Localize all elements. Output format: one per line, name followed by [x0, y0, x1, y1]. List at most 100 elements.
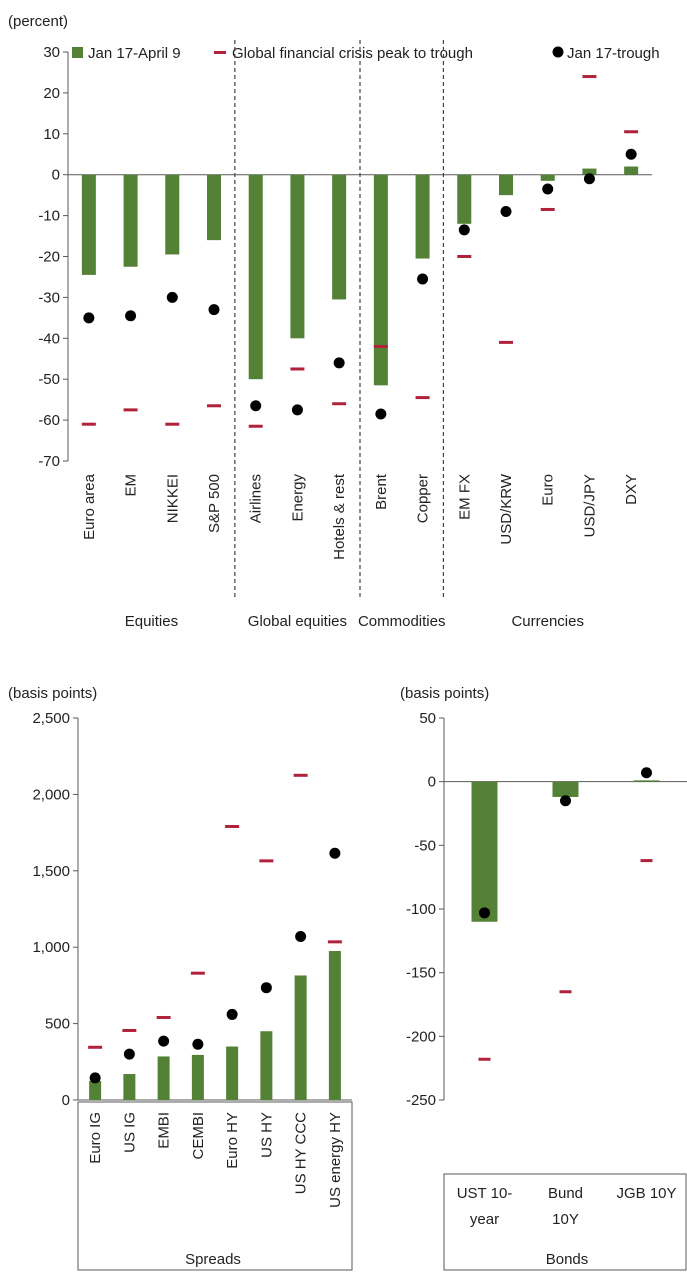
- trough-dot: [192, 1038, 204, 1050]
- category-label: US HY CCC: [293, 1112, 310, 1194]
- bar-us-hy: [260, 1031, 273, 1100]
- trough-dot: [625, 148, 637, 160]
- top-group-labels: Equities Global equities Commodities Curren…: [125, 40, 584, 630]
- category-label: Euro HY: [224, 1112, 241, 1169]
- top-y-axis: 30 20 10 0 -10 -20 -30 -40 -50 -60 -70: [38, 44, 69, 470]
- crisis-marker: [259, 859, 274, 863]
- category-label: Hotels & rest: [331, 473, 348, 560]
- bonds-category-labels: UST 10- year Bund 10Y JGB 10Y: [443, 1173, 687, 1271]
- bonds-group-label: Bonds: [546, 1251, 589, 1268]
- category-label: year: [470, 1211, 499, 1228]
- crisis-marker: [293, 773, 308, 777]
- bar-em-fx: [457, 174, 472, 224]
- crisis-marker: [123, 408, 138, 412]
- trough-dot: [583, 173, 595, 185]
- spreads-plot-area: [78, 773, 352, 1101]
- y-tick-label: -250: [406, 1092, 436, 1109]
- category-label: USD/JPY: [581, 474, 598, 537]
- y-tick-label: 0: [62, 1092, 70, 1109]
- spreads-group-label: Spreads: [185, 1251, 241, 1268]
- category-label: Brent: [373, 473, 390, 510]
- crisis-marker: [81, 422, 96, 426]
- crisis-marker: [88, 1045, 103, 1049]
- category-label: US HY: [258, 1112, 275, 1158]
- trough-dot: [641, 767, 652, 779]
- bar-s-p-500: [207, 174, 221, 241]
- category-label: CEMBI: [190, 1112, 207, 1160]
- category-label: EM FX: [456, 474, 473, 520]
- y-tick-label: -100: [406, 901, 436, 918]
- category-label: EM: [123, 474, 140, 497]
- crisis-marker: [190, 971, 205, 975]
- category-label: Euro area: [81, 473, 98, 540]
- top-unit-label: (percent): [8, 13, 68, 30]
- y-tick-label: -30: [38, 289, 60, 306]
- bar-jgb-10y: [633, 780, 660, 782]
- legend-bar-swatch: [72, 47, 83, 58]
- y-tick-label: -200: [406, 1028, 436, 1045]
- bar-energy: [290, 174, 305, 339]
- y-tick-label: 0: [52, 167, 60, 184]
- category-label: 10Y: [552, 1211, 579, 1228]
- category-label: JGB 10Y: [616, 1185, 676, 1202]
- legend: Jan 17-April 9 Global financial crisis p…: [72, 45, 660, 62]
- trough-dot: [333, 357, 345, 369]
- crisis-marker: [327, 940, 342, 944]
- trough-dot: [123, 1048, 135, 1060]
- trough-dot: [158, 1035, 170, 1047]
- crisis-marker: [559, 990, 572, 994]
- bar-nikkei: [165, 174, 180, 255]
- category-label: Copper: [415, 474, 432, 523]
- category-label: S&P 500: [206, 474, 223, 533]
- trough-dot: [295, 931, 307, 943]
- bar-us-hy-ccc: [294, 975, 307, 1100]
- trough-dot: [83, 312, 95, 324]
- bar-ust-10-year: [471, 781, 498, 922]
- group-label: Commodities: [358, 613, 446, 630]
- category-label: Energy: [289, 474, 306, 522]
- bar-airlines: [248, 174, 263, 380]
- y-tick-label: 50: [419, 710, 436, 727]
- y-tick-label: 1,500: [32, 863, 70, 880]
- category-label: Euro: [540, 474, 557, 506]
- category-label: EMBI: [156, 1112, 173, 1149]
- trough-dot: [417, 273, 429, 285]
- y-tick-label: 20: [43, 85, 60, 102]
- bonds-category-frame: [443, 1173, 687, 1271]
- trough-dot: [458, 224, 470, 236]
- crisis-marker: [624, 130, 639, 134]
- y-tick-label: 10: [43, 126, 60, 143]
- y-tick-label: 500: [45, 1016, 70, 1033]
- category-label: Euro IG: [87, 1112, 104, 1164]
- bonds-y-axis: 50 0 -50 -100 -150 -200 -250: [406, 710, 445, 1109]
- y-tick-label: -20: [38, 249, 60, 266]
- crisis-marker: [207, 404, 221, 408]
- trough-dot: [208, 304, 220, 316]
- spreads-unit-label: (basis points): [8, 685, 97, 702]
- bar-usd-krw: [499, 174, 513, 196]
- top-category-labels: Euro area EM NIKKEI S&P 500 Airlines Energy Ho…: [81, 473, 640, 560]
- bar-bund-10y: [552, 781, 579, 797]
- bar-us-energy-hy: [328, 951, 341, 1100]
- spreads-chart: (basis points) 2,5002,0001,5001,0005000 …: [8, 685, 353, 1271]
- trough-dot: [329, 847, 341, 859]
- trough-dot: [542, 183, 554, 195]
- category-label: US IG: [121, 1112, 138, 1153]
- spreads-category-labels: Euro IG US IG EMBI CEMBI Euro HY US HY US HY C…: [77, 1101, 353, 1271]
- category-label: NIKKEI: [164, 474, 181, 523]
- category-label: Airlines: [248, 474, 265, 523]
- trough-dot: [125, 310, 137, 322]
- trough-dot: [560, 795, 571, 807]
- group-label: Global equities: [248, 613, 347, 630]
- bar-euro-ig: [89, 1080, 102, 1100]
- category-label: US energy HY: [327, 1112, 344, 1208]
- legend-crisis-label: Global financial crisis peak to trough: [232, 45, 473, 62]
- category-label: USD/KRW: [498, 473, 515, 544]
- bar-dxy: [624, 166, 639, 175]
- y-tick-label: 1,000: [32, 939, 70, 956]
- bar-euro-area: [81, 174, 96, 275]
- y-tick-label: -50: [38, 371, 60, 388]
- spreads-y-axis: 2,500 2,000 1,500 1,000 500 0: [32, 710, 79, 1109]
- crisis-marker: [373, 344, 388, 348]
